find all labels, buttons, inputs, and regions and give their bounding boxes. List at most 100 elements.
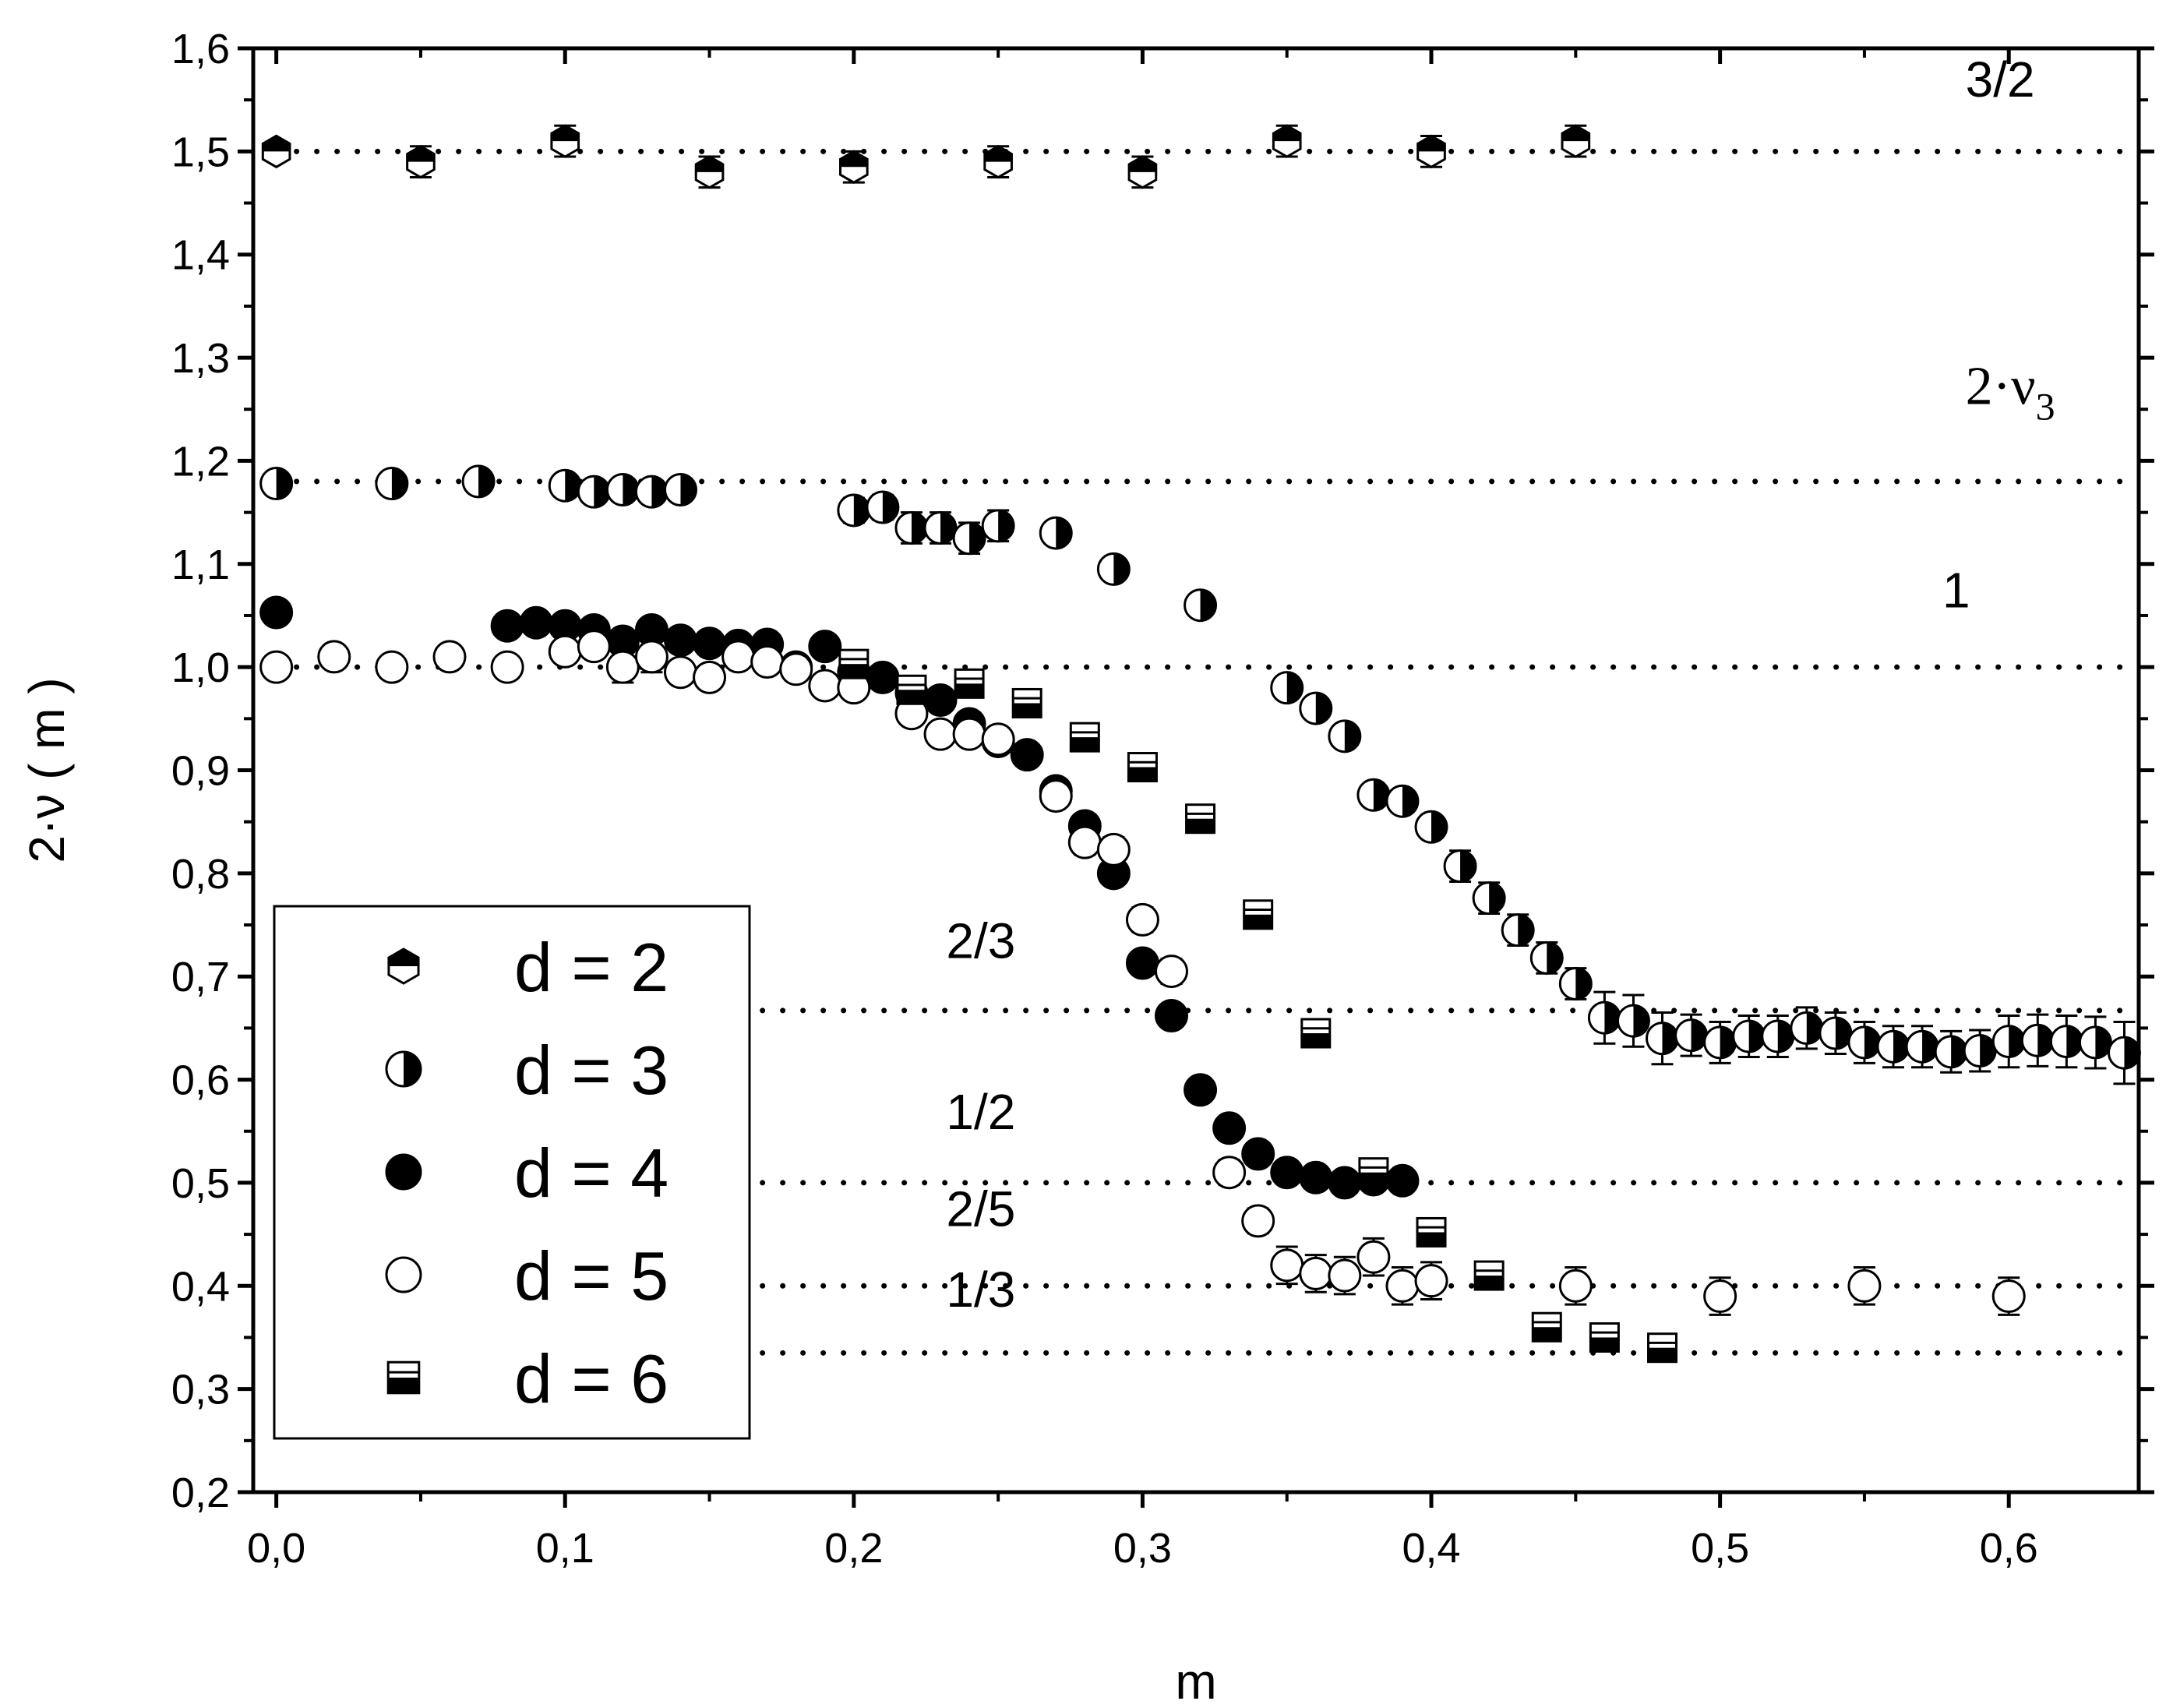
marker-shape (1241, 1137, 1275, 1171)
marker-shape (548, 634, 582, 669)
marker (1185, 803, 1216, 835)
marker-fill (1244, 914, 1272, 929)
marker-shape (1096, 832, 1131, 866)
marker (385, 1050, 422, 1088)
marker-shape (490, 650, 524, 684)
marker-fill (388, 1378, 419, 1393)
reference-label-subscript: 3 (2036, 385, 2055, 429)
marker-fill (1056, 517, 1072, 549)
marker (808, 630, 842, 664)
marker-shape (1125, 946, 1159, 980)
marker (1876, 1029, 1910, 1064)
marker-shape (1067, 825, 1102, 859)
marker-shape (1154, 999, 1188, 1033)
marker-fill (911, 512, 927, 544)
series (259, 464, 2141, 1085)
marker (634, 640, 668, 674)
marker (1356, 1240, 1391, 1274)
marker (693, 626, 727, 661)
marker (693, 660, 727, 694)
marker-fill (1633, 1005, 1649, 1037)
marker (954, 668, 985, 699)
marker (1991, 1025, 2026, 1059)
marker (490, 650, 524, 684)
marker (406, 144, 436, 179)
marker (1096, 832, 1131, 866)
marker (550, 124, 580, 158)
marker-fill (1402, 785, 1418, 817)
y-tick-label: 1,6 (171, 26, 230, 72)
marker-shape (259, 595, 294, 630)
marker-shape (1328, 1258, 1362, 1293)
axes: 0,0 0,1 0,2 0,3 0,4 0,5 0,6 0,2 0,3 0,4 0,5 0,6 0,7 0… (171, 26, 2154, 1572)
marker (1761, 1019, 1795, 1053)
marker-shape (866, 660, 900, 694)
marker-shape (1039, 779, 1073, 813)
y-tick-label: 1,2 (171, 438, 230, 485)
marker (1096, 552, 1131, 586)
y-tick-label: 1,5 (171, 129, 230, 175)
marker-fill (1922, 1031, 1938, 1063)
marker (1039, 516, 1073, 550)
marker (2107, 1036, 2141, 1070)
marker (1416, 134, 1446, 169)
marker-fill (263, 136, 290, 152)
reference-label: 2/3 (946, 912, 1015, 969)
marker (1561, 124, 1591, 158)
marker (1414, 1264, 1448, 1298)
marker (317, 640, 351, 674)
marker (1934, 1035, 1968, 1069)
marker-fill (1301, 1033, 1330, 1048)
x-axis-label: m (1175, 1653, 1216, 1708)
y-axis-label: 2·ν ( m ) (19, 677, 75, 863)
marker (1991, 1279, 2026, 1314)
marker (923, 717, 958, 751)
marker (1243, 899, 1274, 930)
marker-fill (1691, 1019, 1707, 1051)
marker (1385, 1163, 1420, 1198)
y-tick-label: 0,2 (171, 1470, 230, 1516)
marker-shape (1414, 1264, 1448, 1298)
marker-shape (385, 1153, 422, 1191)
marker (1385, 784, 1420, 818)
marker (721, 640, 756, 674)
marker-fill (1648, 1347, 1677, 1362)
marker-shape (721, 640, 756, 674)
marker-shape (808, 669, 842, 703)
marker-fill (1864, 1026, 1880, 1058)
marker-shape (1270, 1248, 1304, 1283)
marker (1328, 1166, 1362, 1200)
legend-label: d = 4 (514, 1135, 668, 1212)
marker-fill (1562, 125, 1589, 142)
marker-shape (634, 640, 668, 674)
marker (1154, 999, 1188, 1033)
y-tick-label: 0,3 (171, 1367, 230, 1413)
marker (981, 509, 1015, 543)
marker (385, 1153, 422, 1191)
y-tick-label: 1,1 (171, 542, 230, 588)
marker-shape (1991, 1279, 2026, 1314)
legend-label: d = 2 (514, 929, 668, 1006)
marker (259, 595, 294, 630)
marker-shape (519, 605, 553, 640)
marker (1703, 1025, 1737, 1060)
marker (375, 650, 409, 684)
marker-fill (1951, 1036, 1967, 1068)
marker-fill (897, 690, 926, 704)
marker-shape (1184, 1073, 1218, 1107)
x-tick-label: 0,2 (824, 1525, 883, 1572)
marker (837, 493, 871, 528)
marker-fill (1748, 1020, 1765, 1052)
marker-shape (1385, 1163, 1420, 1198)
marker (519, 605, 553, 640)
marker-fill (404, 1052, 421, 1086)
marker (1272, 124, 1302, 158)
marker (1241, 1204, 1275, 1238)
series (259, 630, 2026, 1316)
marker-fill (998, 510, 1014, 542)
marker (1358, 1157, 1389, 1188)
marker-fill (1806, 1012, 1822, 1044)
marker (1905, 1029, 1939, 1064)
marker-shape (385, 1256, 422, 1293)
marker-shape (693, 660, 727, 694)
